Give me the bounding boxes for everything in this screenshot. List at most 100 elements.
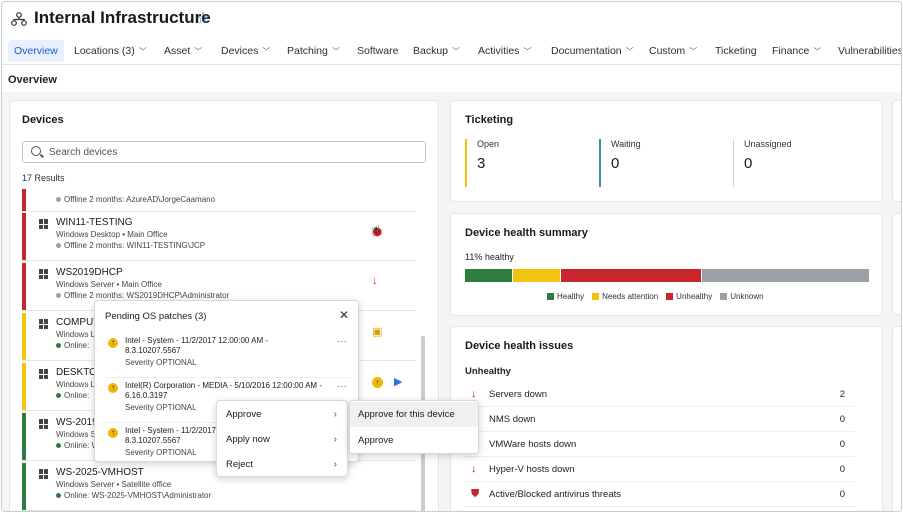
device-type: Windows Server • Satellite office <box>56 480 172 489</box>
ticket-open-label: Open <box>477 139 500 149</box>
patch-item[interactable]: ↑ Intel - System - 11/2/2017 12:00:00 AM… <box>105 334 351 378</box>
tab-asset[interactable]: Asset ﹀ <box>164 45 203 57</box>
menu-item-apply-now[interactable]: Apply now › <box>217 427 347 452</box>
device-name: WIN11-TESTING <box>56 217 133 228</box>
issue-count: 2 <box>839 389 845 400</box>
approve-submenu: Approve for this device Approve <box>349 400 479 454</box>
issue-label: Servers down <box>489 389 548 400</box>
favorite-star-icon[interactable]: ☆ <box>196 10 211 27</box>
pending-patch-icon: ↑ <box>108 383 118 393</box>
device-name: WS-2025-VMHOST <box>56 467 144 478</box>
tab-devices[interactable]: Devices ﹀ <box>221 45 271 57</box>
warning-monitor-icon[interactable]: ▣ <box>372 326 383 338</box>
down-arrow-icon: ↓ <box>471 463 477 475</box>
ticket-waiting[interactable]: Waiting 0 <box>599 139 641 187</box>
issue-row[interactable]: VMWare hosts down 0 <box>465 433 855 457</box>
more-options-icon[interactable]: ··· <box>337 381 347 392</box>
shield-icon: ⛊ <box>471 488 480 500</box>
tab-activities[interactable]: Activities ﹀ <box>478 45 532 57</box>
health-segment-healthy[interactable] <box>465 269 512 282</box>
devices-card-title: Devices <box>22 114 64 126</box>
patch-item[interactable]: ↑ Intel - System - 11/2/2017 12:00:00 AM… <box>105 424 351 468</box>
health-segment-needs-attention[interactable] <box>513 269 560 282</box>
device-status: Online: W <box>56 441 99 450</box>
device-type: Windows Desktop • Main Office <box>56 230 168 239</box>
tab-ticketing[interactable]: Ticketing <box>715 45 757 57</box>
tab-custom[interactable]: Custom ﹀ <box>649 45 698 57</box>
chevron-right-icon: › <box>333 459 337 470</box>
chevron-down-icon: ﹀ <box>138 47 147 56</box>
tab-overview[interactable]: Overview <box>8 40 64 62</box>
down-arrow-icon: ↓ <box>471 388 477 400</box>
chevron-down-icon: ﹀ <box>452 47 461 56</box>
device-type: Windows Server • Main Office <box>56 280 162 289</box>
health-bar[interactable] <box>465 269 869 282</box>
more-options-icon[interactable]: ··· <box>337 336 347 347</box>
ticket-waiting-value: 0 <box>611 155 620 172</box>
ticket-unassigned[interactable]: Unassigned 0 <box>733 139 792 187</box>
issue-row[interactable]: ↓ Hyper-V hosts down 0 <box>465 458 855 482</box>
bug-icon[interactable]: 🐞 <box>370 226 384 238</box>
close-icon[interactable]: ✕ <box>338 308 349 322</box>
windows-icon <box>39 419 49 429</box>
status-bar <box>22 213 26 260</box>
ticket-unassigned-value: 0 <box>744 155 753 172</box>
chevron-down-icon: ﹀ <box>689 47 698 56</box>
legend-unhealthy: Unhealthy <box>666 292 712 301</box>
ticket-unassigned-label: Unassigned <box>744 139 792 149</box>
health-summary-title: Device health summary <box>465 227 588 239</box>
issue-row[interactable]: NMS down 0 <box>465 408 855 432</box>
unhealthy-subtitle: Unhealthy <box>465 366 511 377</box>
search-input[interactable] <box>49 145 409 159</box>
tab-vulnerabilities[interactable]: Vulnerabilities <box>838 45 902 57</box>
device-row[interactable]: WS-2025-VMHOST Windows Server • Satellit… <box>22 463 416 511</box>
tab-backup[interactable]: Backup ﹀ <box>413 45 461 57</box>
health-segment-unknown[interactable] <box>702 269 869 282</box>
tab-locations[interactable]: Locations (3) ﹀ <box>74 45 147 57</box>
ticketing-card: Ticketing Open 3 Waiting 0 Unassigned 0 <box>450 100 883 202</box>
patch-severity: Severity OPTIONAL <box>125 403 197 412</box>
issue-row[interactable]: ⛊ Active/Blocked antivirus threats 0 <box>465 483 855 507</box>
ticket-open[interactable]: Open 3 <box>465 139 499 187</box>
tab-finance[interactable]: Finance ﹀ <box>772 45 822 57</box>
ticketing-card-title: Ticketing <box>465 114 514 126</box>
device-row[interactable]: Offline 2 months: AzureAD\JorgeCaamano <box>22 189 416 212</box>
results-count: 17 Results <box>22 173 65 183</box>
healthy-percent: 11% healthy <box>465 252 514 262</box>
chevron-down-icon: ﹀ <box>331 47 340 56</box>
issue-count: 0 <box>839 439 845 450</box>
device-name: WS-2019 <box>56 417 98 428</box>
down-arrow-icon[interactable]: ↓ <box>372 275 378 287</box>
health-segment-unhealthy[interactable] <box>561 269 701 282</box>
chevron-down-icon: ﹀ <box>523 47 532 56</box>
tab-patching[interactable]: Patching ﹀ <box>287 45 340 57</box>
windows-icon <box>39 469 49 479</box>
device-status: Online: <box>56 341 89 350</box>
menu-item-approve-for-device[interactable]: Approve for this device <box>350 402 478 427</box>
menu-item-approve[interactable]: Approve › <box>217 402 347 427</box>
pending-patch-icon: ↑ <box>108 428 118 438</box>
partial-card <box>892 100 901 202</box>
device-name: DESKTOP <box>56 367 104 378</box>
tab-documentation[interactable]: Documentation ﹀ <box>551 45 634 57</box>
device-type: Windows L <box>56 380 96 389</box>
play-icon[interactable]: ▶ <box>394 376 403 388</box>
tab-software[interactable]: Software <box>357 45 399 57</box>
issue-count: 0 <box>839 489 845 500</box>
chevron-right-icon: › <box>333 409 337 420</box>
pending-patch-icon[interactable]: ↑ <box>372 377 383 388</box>
menu-item-approve-all[interactable]: Approve <box>358 435 394 446</box>
status-bar <box>22 313 26 360</box>
health-issues-card: Device health issues Unhealthy ↓ Servers… <box>450 326 883 511</box>
partial-card <box>892 213 901 315</box>
health-summary-card: Device health summary 11% healthy Health… <box>450 213 883 316</box>
device-row[interactable]: WIN11-TESTING Windows Desktop • Main Off… <box>22 213 416 261</box>
issue-count: 0 <box>839 414 845 425</box>
issue-row[interactable]: ↓ Servers down 2 <box>465 383 855 407</box>
page-title: Internal Infrastructure <box>34 8 211 27</box>
device-name: WS2019DHCP <box>56 267 123 278</box>
search-box <box>22 141 426 163</box>
menu-item-reject[interactable]: Reject › <box>217 452 347 477</box>
status-bar <box>22 413 26 460</box>
